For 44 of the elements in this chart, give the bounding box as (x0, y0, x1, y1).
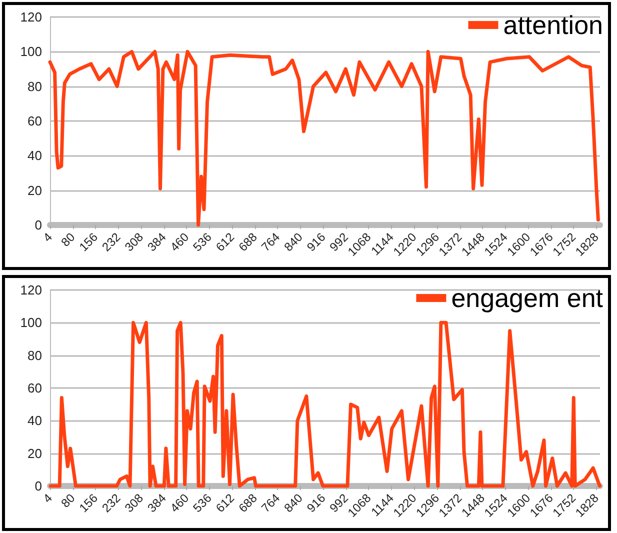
line-series (48, 320, 602, 488)
x-tick-label: 916 (304, 490, 328, 516)
x-tick-label: 688 (236, 490, 260, 516)
x-tick-label: 80 (58, 490, 78, 510)
y-tick-label: 20 (28, 182, 42, 198)
y-tick-label: 120 (20, 10, 42, 24)
x-tick-label: 840 (281, 230, 306, 254)
x-tick-label: 612 (213, 490, 238, 516)
y-tick-label: 60 (28, 380, 42, 396)
y-tick-label: 20 (28, 446, 42, 461)
y-tick-label: 40 (28, 148, 42, 164)
legend-label: attention (503, 10, 604, 40)
x-tick-label: 764 (258, 490, 283, 516)
x-tick-label: 384 (144, 230, 170, 254)
x-tick-label: 80 (58, 230, 78, 250)
line-series (48, 50, 600, 227)
y-tick-label: 0 (34, 218, 42, 232)
x-tick-label: 460 (168, 490, 192, 516)
y-tick-label: 80 (28, 348, 42, 363)
y-tick-label: 60 (28, 114, 42, 128)
x-tick-label: 612 (213, 230, 238, 254)
legend-label: engagem ent (451, 283, 604, 313)
y-tick-label: 80 (28, 78, 42, 94)
x-tick-label: 156 (76, 490, 101, 516)
x-tick-label: 232 (99, 230, 124, 254)
y-tick-label: 100 (20, 315, 42, 330)
x-tick-label: 308 (122, 490, 146, 516)
x-tick-label: 232 (99, 490, 124, 516)
x-tick-label: 308 (122, 230, 146, 254)
x-tick-label: 916 (304, 230, 328, 254)
x-tick-label: 840 (281, 490, 306, 516)
x-tick-label: 536 (190, 490, 215, 516)
x-tick-label: 384 (144, 490, 170, 516)
x-tick-label: 156 (76, 230, 101, 254)
x-tick-label: 460 (168, 230, 192, 254)
y-tick-label: 40 (28, 413, 42, 428)
x-tick-label: 4 (40, 490, 56, 506)
x-tick-label: 764 (258, 230, 283, 254)
x-tick-label: 536 (190, 230, 215, 254)
y-tick-label: 0 (34, 478, 42, 494)
x-tick-label: 688 (236, 230, 260, 254)
x-tick-label: 4 (40, 230, 56, 245)
y-tick-label: 100 (20, 44, 42, 60)
y-tick-label: 120 (20, 282, 42, 298)
